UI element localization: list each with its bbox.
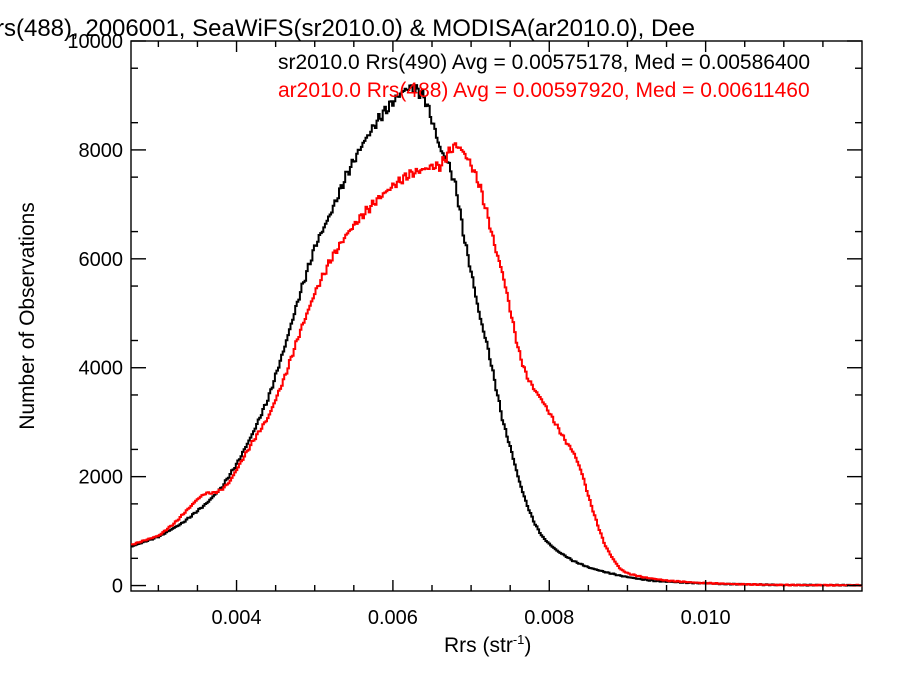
legend-entry-sr2010: sr2010.0 Rrs(490) Avg = 0.00575178, Med … (278, 51, 810, 74)
y-tick-label: 4000 (79, 358, 124, 380)
series-layer (131, 84, 863, 587)
x-axis-label-text: Rrs (str (444, 634, 513, 657)
x-tick-label: 0.008 (524, 607, 574, 629)
x-tick-label: 0.010 (681, 607, 731, 629)
y-tick-label: 2000 (79, 467, 124, 489)
y-tick-label: 6000 (79, 249, 124, 271)
x-tick-label: 0.004 (212, 607, 262, 629)
axis-layer: 0.004 0.006 0.008 0.010 0 2000 4000 6000 8000 100… (67, 31, 862, 629)
x-axis-label: Rrs (str-1) (444, 632, 531, 657)
y-axis-label: Number of Observations (16, 202, 39, 430)
x-tick-label: 0.006 (368, 607, 418, 629)
legend-entry-ar2010: ar2010.0 Rrs(488) Avg = 0.00597920, Med … (278, 79, 810, 102)
x-axis-label-sup: -1 (513, 632, 525, 647)
y-tick-label: 8000 (79, 140, 124, 162)
y-tick-label: 0 (112, 576, 123, 598)
x-axis-label-close: ) (524, 634, 531, 657)
plot-area (130, 40, 863, 592)
series-line-1 (131, 142, 863, 587)
series-line-0 (131, 84, 863, 587)
y-tick-label: 10000 (67, 31, 123, 53)
plot-frame (130, 40, 863, 592)
chart-title: rs(488), 2006001, SeaWiFS(sr2010.0) & MO… (0, 15, 695, 42)
